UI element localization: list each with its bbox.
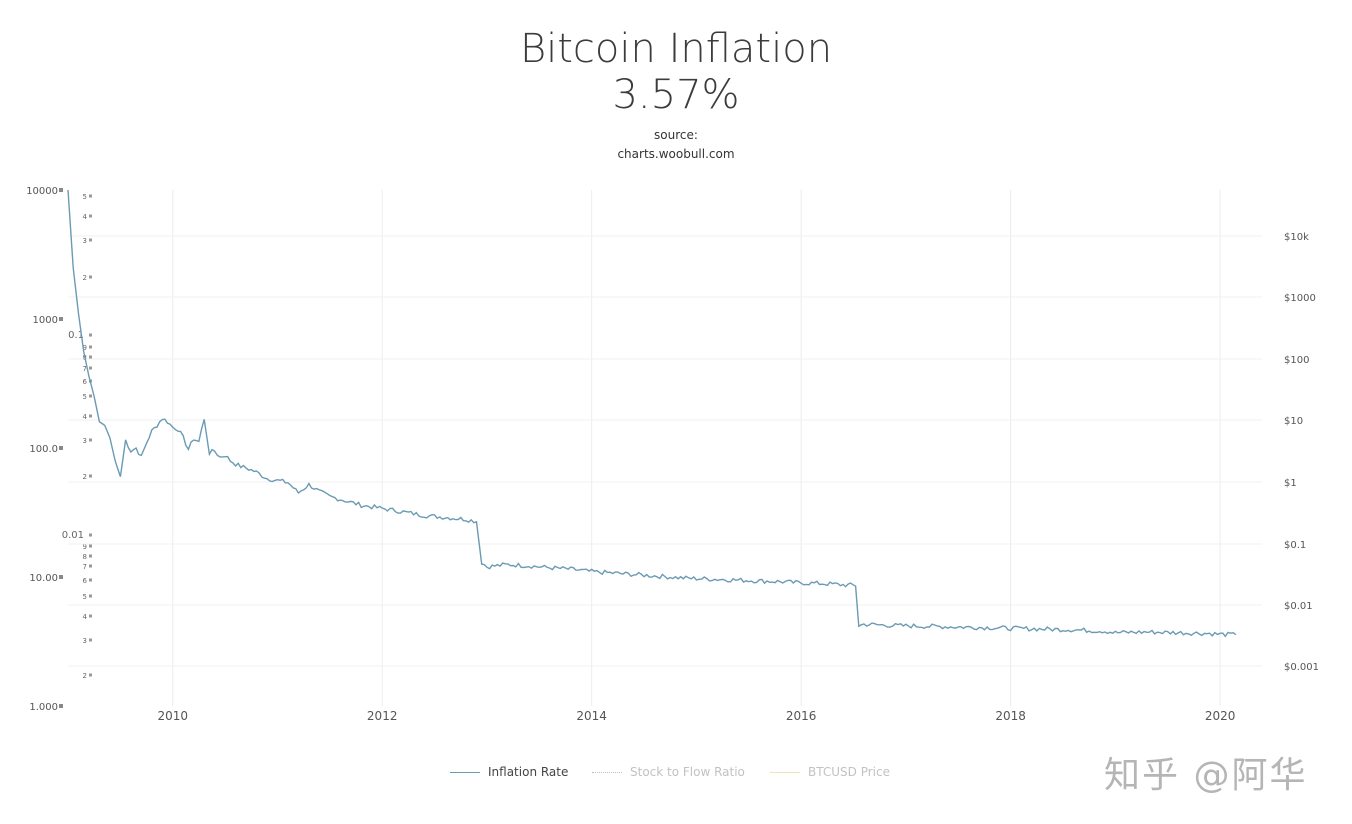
y-inner-tick-label: 9 bbox=[83, 543, 87, 551]
y-right-tick-label: $10 bbox=[1284, 416, 1303, 427]
y-left-tick-mark bbox=[59, 317, 63, 321]
y-inner-tick-mark bbox=[89, 564, 92, 568]
y-inner-tick-label: 9 bbox=[83, 344, 87, 352]
chart-subtitle: 3.57% bbox=[612, 72, 740, 118]
y-inner-tick-label: 0.1 bbox=[68, 330, 84, 341]
y-inner-tick-label: 8 bbox=[83, 553, 87, 561]
legend-label-btcusd-price: BTCUSD Price bbox=[808, 765, 890, 779]
watermark: 知乎 @阿华 bbox=[1104, 755, 1308, 796]
y-inner-tick-mark bbox=[89, 554, 92, 558]
y-left-tick-mark bbox=[59, 704, 63, 708]
y-inner-tick-mark bbox=[89, 366, 92, 370]
y-inner-tick-mark bbox=[89, 414, 92, 418]
chart-title: Bitcoin Inflation bbox=[519, 26, 833, 72]
y-inner-tick-mark bbox=[89, 438, 92, 442]
legend-swatch-inflation-rate bbox=[450, 771, 480, 773]
y-left-tick-label: 1000 bbox=[33, 315, 58, 326]
x-tick-label: 2010 bbox=[157, 709, 188, 723]
y-inner-tick-label: 4 bbox=[83, 213, 88, 221]
y-right-tick-label: $1 bbox=[1284, 478, 1297, 489]
y-inner-tick-mark bbox=[89, 345, 92, 349]
y-inner-tick-label: 3 bbox=[83, 237, 87, 245]
y-inner-tick-label: 7 bbox=[83, 365, 87, 373]
legend-label-inflation-rate: Inflation Rate bbox=[488, 765, 569, 779]
y-left-tick-mark bbox=[59, 446, 63, 450]
y-inner-tick-mark bbox=[89, 594, 92, 598]
y-inner-tick-label: 5 bbox=[83, 393, 87, 401]
y-left-tick-mark bbox=[59, 188, 63, 192]
y-inner-tick-label: 0.01 bbox=[62, 530, 84, 541]
source-url: charts.woobull.com bbox=[617, 147, 735, 161]
y-inner-tick-mark bbox=[89, 614, 92, 618]
y-inner-tick-mark bbox=[89, 394, 92, 398]
y-inner-tick-label: 3 bbox=[83, 437, 87, 445]
legend-item-stock-to-flow[interactable]: Stock to Flow Ratio bbox=[592, 765, 745, 779]
y-inner-tick-label: 2 bbox=[83, 274, 87, 282]
y-right-tick-label: $0.001 bbox=[1284, 662, 1319, 673]
legend-swatch-btcusd-price bbox=[770, 771, 800, 773]
y-right-tick-label: $1000 bbox=[1284, 293, 1316, 304]
y-inner-tick-label: 6 bbox=[83, 378, 88, 386]
y-inner-tick-mark bbox=[89, 673, 92, 677]
x-tick-label: 2016 bbox=[786, 709, 817, 723]
y-inner-tick-label: 2 bbox=[83, 473, 87, 481]
y-inner-tick-label: 4 bbox=[83, 613, 88, 621]
y-inner-tick-label: 6 bbox=[83, 577, 88, 585]
y-right-tick-label: $100 bbox=[1284, 355, 1309, 366]
x-tick-label: 2018 bbox=[995, 709, 1026, 723]
y-left-tick-label: 1.000 bbox=[29, 702, 58, 713]
y-inner-tick-label: 5 bbox=[83, 593, 87, 601]
legend-swatch-stock-to-flow bbox=[592, 771, 622, 773]
y-inner-tick-label: 4 bbox=[83, 413, 88, 421]
y-inner-tick-mark bbox=[89, 275, 92, 279]
y-inner-tick-mark bbox=[89, 578, 92, 582]
series-line-inflation-rate bbox=[67, 189, 1237, 638]
x-tick-label: 2020 bbox=[1205, 709, 1236, 723]
y-right-tick-label: $0.01 bbox=[1284, 601, 1313, 612]
y-inner-tick-label: 2 bbox=[83, 672, 87, 680]
y-inner-tick-mark bbox=[89, 355, 92, 359]
legend-item-btcusd-price[interactable]: BTCUSD Price bbox=[770, 765, 890, 779]
y-inner-tick-mark bbox=[89, 533, 92, 537]
y-left-tick-label: 100.0 bbox=[29, 444, 58, 455]
y-inner-tick-label: 5 bbox=[83, 193, 87, 201]
y-inner-tick-mark bbox=[89, 474, 92, 478]
y-left-tick-label: 10000 bbox=[26, 186, 58, 197]
y-left-tick-label: 10.00 bbox=[29, 573, 58, 584]
y-inner-tick-mark bbox=[89, 194, 92, 198]
y-inner-tick-mark bbox=[89, 333, 92, 337]
legend-label-stock-to-flow: Stock to Flow Ratio bbox=[630, 765, 745, 779]
y-inner-tick-label: 3 bbox=[83, 637, 87, 645]
x-tick-label: 2012 bbox=[367, 709, 398, 723]
y-left-tick-mark bbox=[59, 575, 63, 579]
y-inner-tick-mark bbox=[89, 638, 92, 642]
y-inner-tick-mark bbox=[89, 214, 92, 218]
y-right-tick-label: $10k bbox=[1284, 232, 1309, 243]
y-inner-tick-mark bbox=[89, 544, 92, 548]
source-label: source: bbox=[654, 128, 698, 142]
legend: Inflation Rate Stock to Flow Ratio BTCUS… bbox=[0, 765, 1352, 785]
legend-item-inflation-rate[interactable]: Inflation Rate bbox=[450, 765, 568, 779]
y-inner-tick-mark bbox=[89, 238, 92, 242]
y-right-tick-label: $0.1 bbox=[1284, 540, 1306, 551]
y-inner-tick-label: 7 bbox=[83, 563, 87, 571]
x-tick-label: 2014 bbox=[576, 709, 607, 723]
